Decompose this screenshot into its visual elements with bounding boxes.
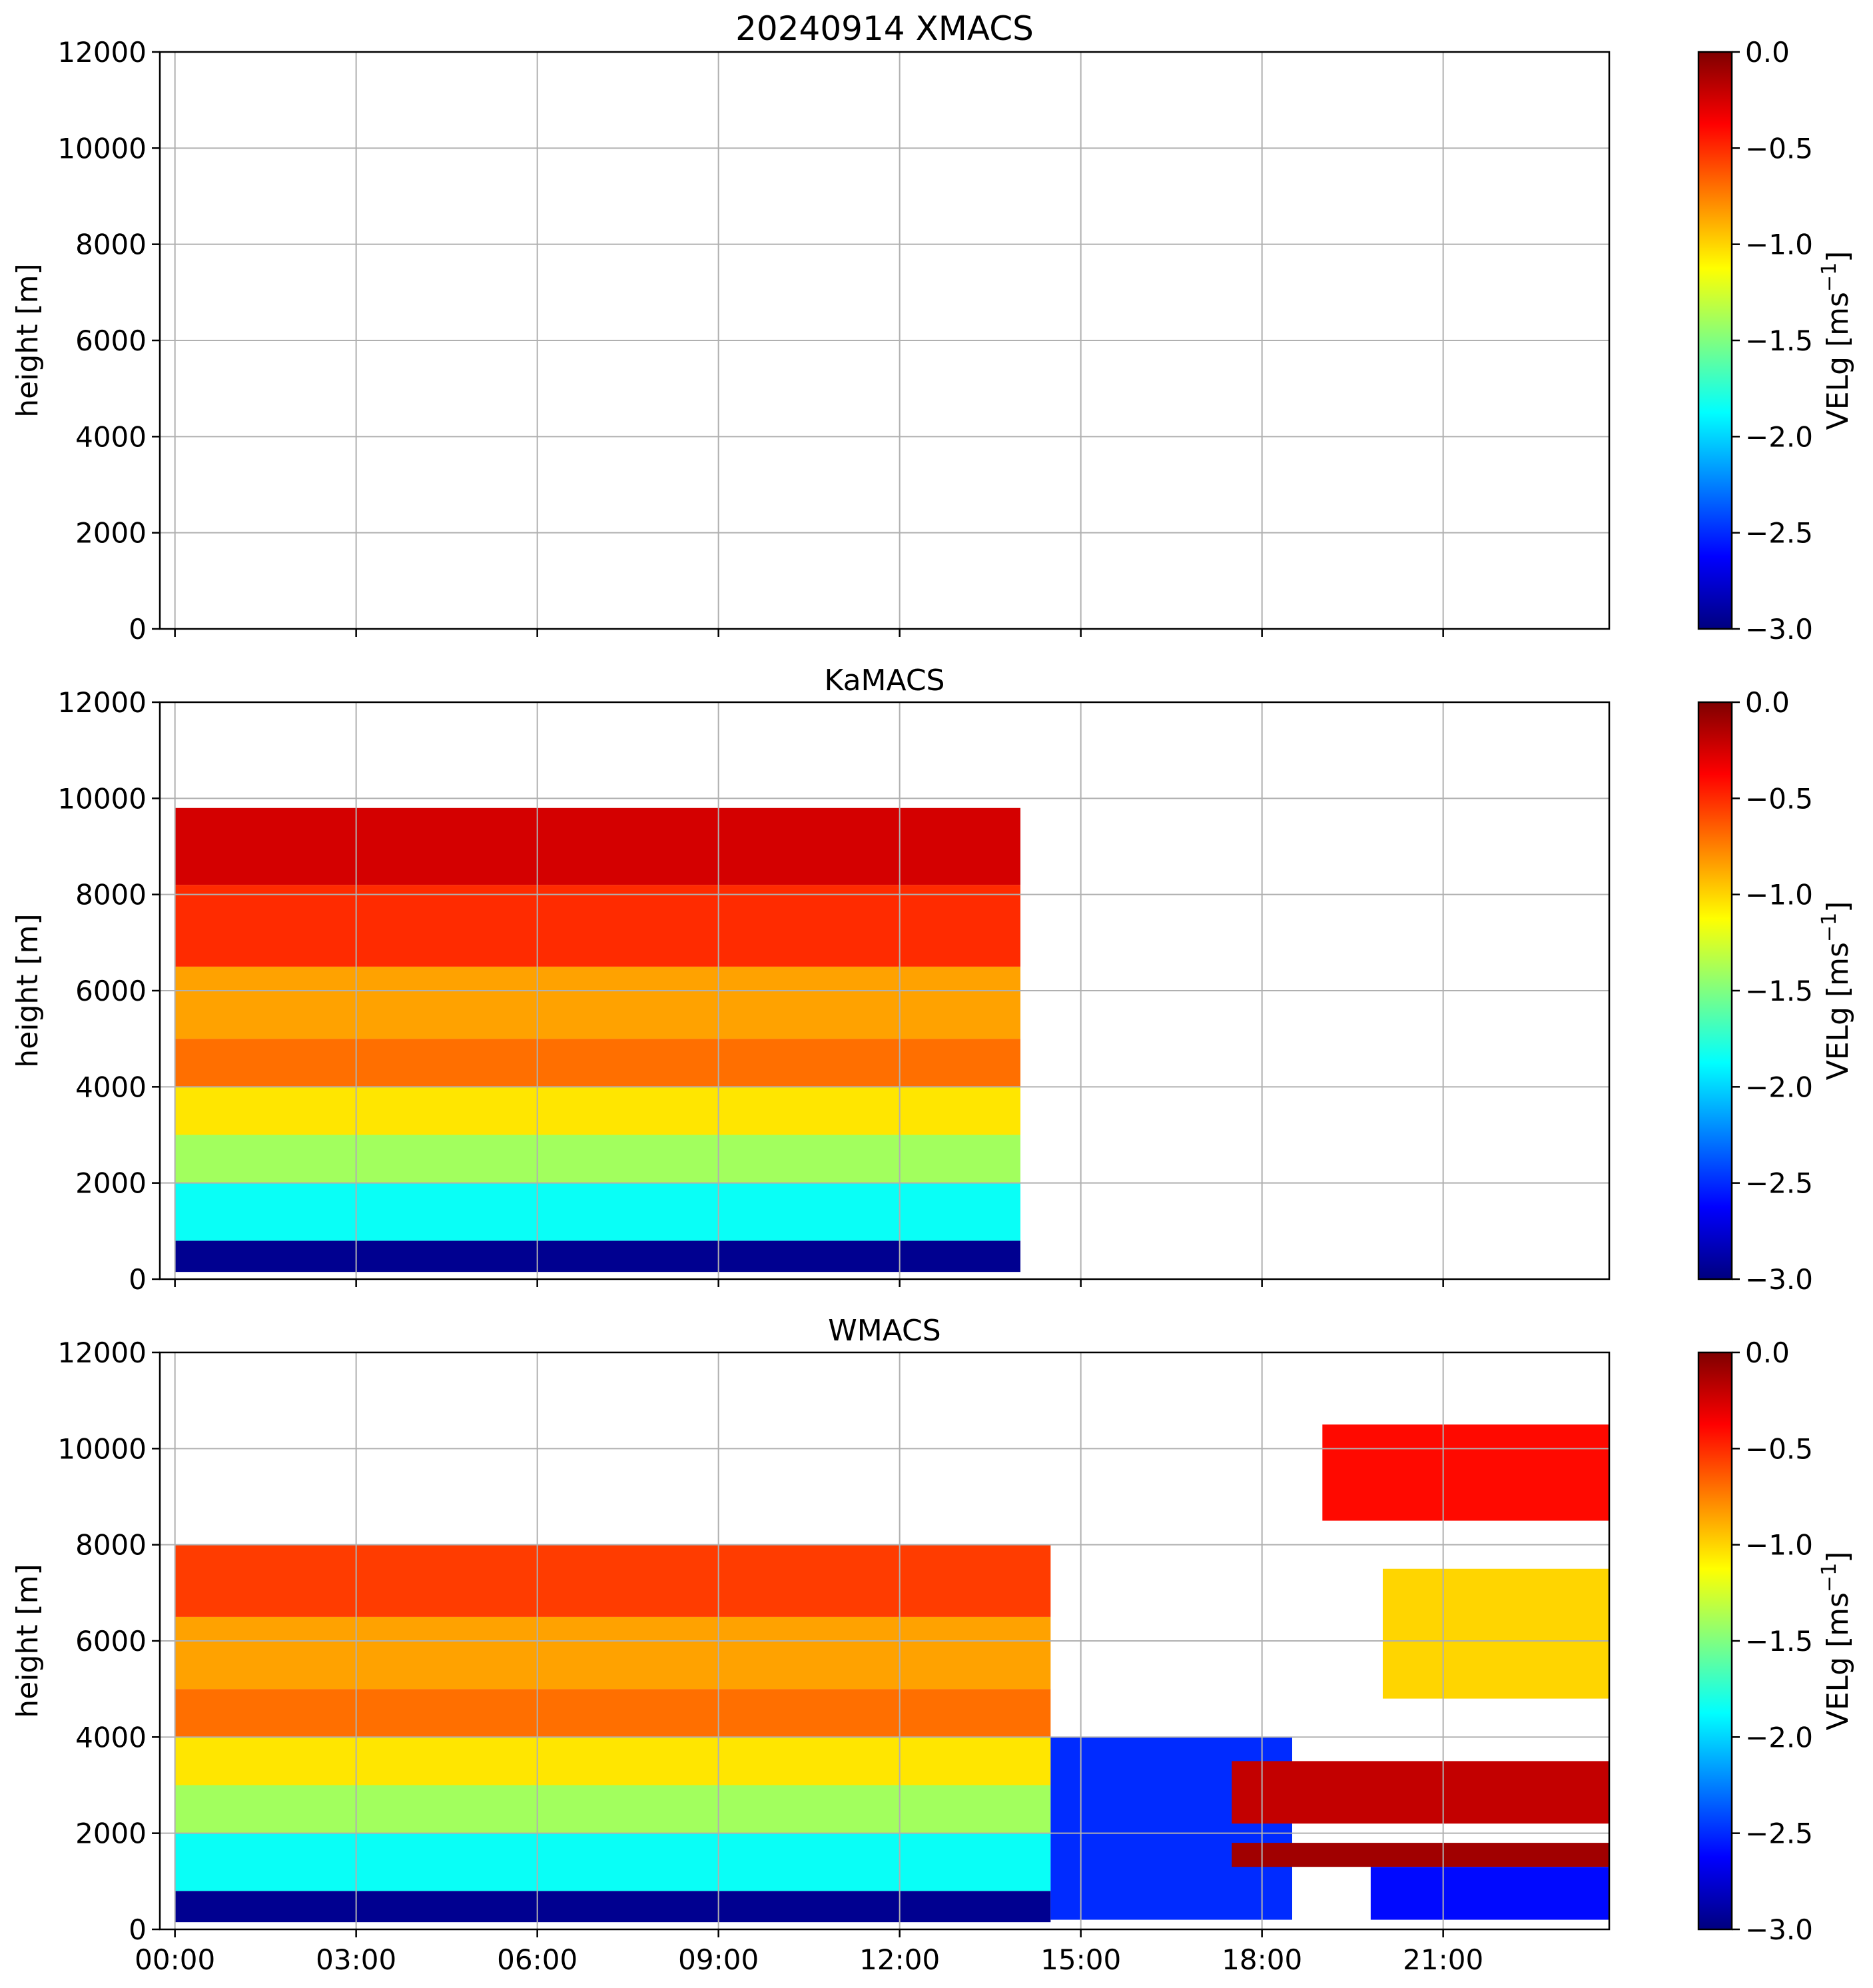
y-axis-label: height [m] <box>11 913 45 1067</box>
colorbar-tick-label: −2.5 <box>1745 1817 1813 1850</box>
colorbar: 0.0 −0.5 −1.0 −1.5 −2.0 −2.5 −3.0 VELg [ms−1] <box>1697 1336 1855 1946</box>
y-tick-label: 0 <box>129 613 147 646</box>
y-tick-label: 12000 <box>57 36 147 69</box>
heatmap-cell <box>175 885 1021 967</box>
colorbar-tick-label: −3.0 <box>1745 1913 1813 1946</box>
grid <box>160 51 1609 630</box>
heatmap-cell <box>175 1833 1051 1891</box>
y-tick-label: 10000 <box>57 782 147 815</box>
colorbar-tick-label: 0.0 <box>1745 1336 1790 1369</box>
y-tick-label: 2000 <box>75 517 147 550</box>
colorbar: 0.0 −0.5 −1.0 −1.5 −2.0 −2.5 −3.0 VELg [ms−1] <box>1697 686 1855 1296</box>
colorbar-tick-label: −1.0 <box>1745 229 1813 261</box>
y-tick-label: 4000 <box>75 1721 147 1753</box>
colorbar-bar <box>1697 51 1733 630</box>
y-tick-label: 10000 <box>57 132 147 165</box>
heatmap-cell <box>175 807 1021 885</box>
heatmap-cell <box>175 1785 1051 1833</box>
heatmap-cell <box>1370 1867 1609 1920</box>
heatmap-cell <box>175 1616 1051 1690</box>
x-tick-label: 00:00 <box>135 1943 215 1976</box>
colorbar-tick-label: 0.0 <box>1745 36 1790 69</box>
colorbar-tick-label: −1.5 <box>1745 1625 1813 1658</box>
x-axis <box>174 1279 1444 1287</box>
y-axis: 0 2000 4000 6000 8000 10000 12000 <box>57 1336 160 1946</box>
colorbar-bar <box>1697 1351 1733 1931</box>
panel-title: WMACS <box>828 1314 940 1348</box>
x-tick-label: 18:00 <box>1222 1943 1302 1976</box>
colorbar-label: VELg [ms−1] <box>1818 901 1855 1081</box>
heatmap-cell <box>175 1241 1021 1272</box>
y-tick-label: 8000 <box>75 229 147 261</box>
colorbar-tick-label: 0.0 <box>1745 686 1790 719</box>
colorbar-tick-label: −2.0 <box>1745 420 1813 453</box>
heatmap-layers <box>175 1424 1609 1923</box>
x-tick-label: 06:00 <box>497 1943 577 1976</box>
colorbar-tick-label: −2.5 <box>1745 1167 1813 1200</box>
panel-title: 20240914 XMACS <box>735 9 1034 48</box>
y-axis: 0 2000 4000 6000 8000 10000 12000 <box>57 686 160 1296</box>
colorbar-bar <box>1697 701 1733 1280</box>
x-tick-label: 12:00 <box>859 1943 940 1976</box>
heatmap-cell <box>1232 1843 1609 1867</box>
colorbar-tick-label: −2.0 <box>1745 1071 1813 1103</box>
y-tick-label: 0 <box>129 1263 147 1296</box>
y-tick-label: 12000 <box>57 686 147 719</box>
colorbar-tick-label: −1.0 <box>1745 879 1813 911</box>
y-tick-label: 4000 <box>75 1071 147 1103</box>
y-tick-label: 6000 <box>75 1625 147 1658</box>
y-axis-label: height [m] <box>11 263 45 417</box>
heatmap-cell <box>175 966 1021 1039</box>
x-tick-label: 03:00 <box>316 1943 396 1976</box>
y-tick-label: 6000 <box>75 975 147 1007</box>
y-tick-label: 10000 <box>57 1432 147 1465</box>
panel-xmacs: 20240914 XMACS 0 2000 4000 6000 8000 10000 120… <box>11 9 1855 646</box>
colorbar-label: VELg [ms−1] <box>1818 1552 1855 1731</box>
heatmap-cell <box>175 1689 1051 1738</box>
heatmap-cell <box>1322 1424 1609 1521</box>
heatmap-cell <box>1383 1568 1609 1699</box>
y-tick-label: 8000 <box>75 1529 147 1562</box>
heatmap-cell <box>175 1039 1021 1087</box>
colorbar-tick-label: −0.5 <box>1745 132 1813 165</box>
colorbar-tick-label: −0.5 <box>1745 782 1813 815</box>
x-tick-label: 09:00 <box>678 1943 759 1976</box>
colorbar-tick-label: −1.5 <box>1745 975 1813 1007</box>
y-tick-label: 0 <box>129 1913 147 1946</box>
y-axis-label: height [m] <box>11 1564 45 1718</box>
colorbar-tick-label: −1.0 <box>1745 1529 1813 1562</box>
heatmap-cell <box>175 1183 1021 1241</box>
colorbar-tick-label: −1.5 <box>1745 324 1813 357</box>
panel-kamacs: KaMACS 0 2000 4000 6000 8000 10000 12000 heigh… <box>11 664 1855 1296</box>
heatmap-cell <box>175 1135 1021 1183</box>
x-axis <box>174 629 1444 637</box>
y-axis: 0 2000 4000 6000 8000 10000 12000 <box>57 36 160 646</box>
colorbar-tick-label: −0.5 <box>1745 1432 1813 1465</box>
heatmap-cell <box>175 1737 1051 1785</box>
heatmap-cell <box>175 1891 1051 1923</box>
x-tick-label: 21:00 <box>1403 1943 1483 1976</box>
colorbar: 0.0 −0.5 −1.0 −1.5 −2.0 −2.5 −3.0 VELg [ms−1] <box>1697 36 1855 646</box>
heatmap-cell <box>1232 1761 1609 1824</box>
colorbar-tick-label: −3.0 <box>1745 1263 1813 1296</box>
colorbar-tick-label: −3.0 <box>1745 613 1813 646</box>
y-tick-label: 6000 <box>75 324 147 357</box>
heatmap-layers <box>175 807 1021 1272</box>
x-tick-label: 15:00 <box>1040 1943 1121 1976</box>
heatmap-cell <box>175 1544 1051 1617</box>
panel-title: KaMACS <box>825 664 945 698</box>
y-tick-label: 4000 <box>75 420 147 453</box>
y-tick-label: 12000 <box>57 1336 147 1369</box>
y-tick-label: 2000 <box>75 1817 147 1850</box>
colorbar-tick-label: −2.0 <box>1745 1721 1813 1753</box>
colorbar-label: VELg [ms−1] <box>1818 251 1855 430</box>
y-tick-label: 8000 <box>75 879 147 911</box>
x-axis: 00:00 03:00 06:00 09:00 12:00 15:00 18:00 21:00 <box>135 1929 1483 1976</box>
y-tick-label: 2000 <box>75 1167 147 1200</box>
heatmap-cell <box>175 1087 1021 1135</box>
colorbar-tick-label: −2.5 <box>1745 517 1813 550</box>
